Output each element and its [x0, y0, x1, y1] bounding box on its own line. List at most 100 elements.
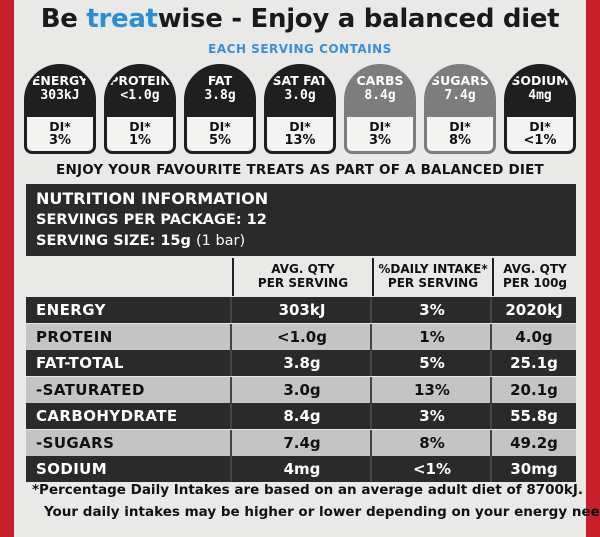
- daily-intake-percent: 1%: [128, 133, 152, 148]
- table-row: CARBOHYDRATE 8.4g 3% 55.8g: [26, 403, 576, 429]
- daily-intake-amount: 7.4g: [444, 88, 476, 103]
- daily-intake-amount: 303kJ: [40, 88, 80, 103]
- table-row: -SATURATED 3.0g 13% 20.1g: [26, 376, 576, 403]
- row-nutrient: PROTEIN: [36, 327, 113, 346]
- daily-intake-icon-bottom: DI* 1%: [107, 117, 173, 151]
- daily-intake-icon-top: PROTEIN <1.0g: [107, 67, 173, 117]
- nutrition-info-box: NUTRITION INFORMATION SERVINGS PER PACKA…: [26, 184, 576, 256]
- daily-intake-icon-bottom: DI* <1%: [507, 117, 573, 151]
- column-divider: [370, 323, 372, 350]
- footnote-line-2: Your daily intakes may be higher or lowe…: [44, 504, 600, 520]
- header-be: Be: [40, 4, 78, 34]
- daily-intake-percent: <1%: [523, 133, 557, 148]
- table-row: FAT-TOTAL 3.8g 5% 25.1g: [26, 350, 576, 376]
- daily-intake-nutrient: ENERGY: [31, 73, 89, 88]
- serving-size: SERVING SIZE: 15g (1 bar): [36, 233, 245, 249]
- row-per-100g: 30mg: [510, 460, 558, 478]
- column-divider: [490, 297, 492, 323]
- column-divider: [230, 297, 232, 323]
- column-divider: [230, 429, 232, 456]
- row-per-100g: 25.1g: [510, 354, 558, 372]
- column-divider: [230, 323, 232, 350]
- header-treat: treat: [86, 4, 158, 34]
- daily-intake-percent: 8%: [448, 133, 472, 148]
- row-nutrient: CARBOHYDRATE: [36, 407, 178, 425]
- daily-intake-di-label: DI*: [289, 119, 311, 134]
- daily-intake-icon: SODIUM 4mg DI* <1%: [504, 64, 576, 154]
- serving-size-note: (1 bar): [195, 233, 246, 249]
- header-rest: wise - Enjoy a balanced diet: [157, 4, 560, 34]
- column-divider: [490, 403, 492, 429]
- nutrition-label: Be treatwise - Enjoy a balanced diet EAC…: [14, 0, 600, 537]
- row-nutrient: FAT-TOTAL: [36, 354, 124, 372]
- row-per-serving: 3.0g: [283, 380, 321, 399]
- daily-intake-amount: 3.8g: [204, 88, 236, 103]
- daily-intake-percent: 3%: [48, 133, 72, 148]
- row-nutrient: -SUGARS: [36, 433, 115, 452]
- daily-intake-icon-bottom: DI* 13%: [267, 117, 333, 151]
- daily-intake-icons: ENERGY 303kJ DI* 3% PROTEIN <1.0g DI* 1% FAT 3.8g…: [24, 64, 578, 154]
- daily-intake-nutrient: CARBS: [356, 73, 404, 88]
- header-title: Be treatwise - Enjoy a balanced diet: [14, 4, 586, 34]
- row-per-serving: 303kJ: [278, 301, 326, 319]
- row-per-serving: 7.4g: [283, 433, 321, 452]
- daily-intake-icon-bottom: DI* 8%: [427, 117, 493, 151]
- column-divider: [370, 403, 372, 429]
- daily-intake-icon-top: FAT 3.8g: [187, 67, 253, 117]
- column-header-line: AVG. QTY: [503, 262, 567, 276]
- row-daily-intake: <1%: [412, 460, 452, 478]
- column-divider: [490, 350, 492, 376]
- daily-intake-di-label: DI*: [449, 119, 471, 134]
- row-nutrient: SODIUM: [36, 460, 108, 478]
- daily-intake-percent: 3%: [368, 133, 392, 148]
- daily-intake-icon-top: CARBS 8.4g: [347, 67, 413, 117]
- daily-intake-icon: PROTEIN <1.0g DI* 1%: [104, 64, 176, 154]
- row-per-100g: 4.0g: [515, 327, 553, 346]
- daily-intake-icon: ENERGY 303kJ DI* 3%: [24, 64, 96, 154]
- nutrition-title: NUTRITION INFORMATION: [36, 189, 269, 208]
- enjoy-banner: ENJOY YOUR FAVOURITE TREATS AS PART OF A…: [56, 162, 544, 178]
- daily-intake-icon: FAT 3.8g DI* 5%: [184, 64, 256, 154]
- column-header-line: PER SERVING: [257, 276, 349, 290]
- row-per-serving: <1.0g: [277, 327, 327, 346]
- column-header-line: PER 100g: [502, 276, 568, 290]
- column-header-per-serving: AVG. QTY PER SERVING: [232, 258, 372, 296]
- column-divider: [230, 403, 232, 429]
- daily-intake-nutrient: SAT FAT: [272, 73, 328, 88]
- daily-intake-di-label: DI*: [209, 119, 231, 134]
- column-divider: [490, 376, 492, 403]
- row-per-serving: 4mg: [283, 460, 321, 478]
- column-divider: [490, 323, 492, 350]
- daily-intake-percent: 13%: [284, 133, 316, 148]
- row-daily-intake: 3%: [419, 407, 445, 425]
- row-daily-intake: 13%: [414, 380, 450, 399]
- table-row: SODIUM 4mg <1% 30mg: [26, 456, 576, 482]
- column-divider: [370, 456, 372, 482]
- row-daily-intake: 8%: [419, 433, 445, 452]
- daily-intake-icon-bottom: DI* 5%: [187, 117, 253, 151]
- daily-intake-icon-top: SUGARS 7.4g: [427, 67, 493, 117]
- footnote-line-1: *Percentage Daily Intakes are based on a…: [32, 482, 584, 498]
- daily-intake-di-label: DI*: [369, 119, 391, 134]
- daily-intake-di-label: DI*: [529, 119, 551, 134]
- row-per-serving: 3.8g: [283, 354, 321, 372]
- servings-per-package: SERVINGS PER PACKAGE: 12: [36, 212, 267, 228]
- daily-intake-di-label: DI*: [49, 119, 71, 134]
- row-per-100g: 55.8g: [510, 407, 558, 425]
- daily-intake-icon-top: SODIUM 4mg: [507, 67, 573, 117]
- row-per-100g: 49.2g: [510, 433, 558, 452]
- daily-intake-nutrient: SUGARS: [431, 73, 489, 88]
- table-row: PROTEIN <1.0g 1% 4.0g: [26, 323, 576, 350]
- daily-intake-nutrient: SODIUM: [511, 73, 569, 88]
- column-divider: [230, 376, 232, 403]
- row-per-100g: 20.1g: [510, 380, 558, 399]
- serving-size-label: SERVING SIZE: 15g: [36, 233, 191, 249]
- row-daily-intake: 5%: [419, 354, 445, 372]
- column-divider: [490, 429, 492, 456]
- each-serving-caption: EACH SERVING CONTAINS: [208, 42, 392, 56]
- table-row: ENERGY 303kJ 3% 2020kJ: [26, 297, 576, 323]
- daily-intake-icon-top: SAT FAT 3.0g: [267, 67, 333, 117]
- daily-intake-icon: SAT FAT 3.0g DI* 13%: [264, 64, 336, 154]
- row-daily-intake: 1%: [419, 327, 445, 346]
- column-divider: [230, 456, 232, 482]
